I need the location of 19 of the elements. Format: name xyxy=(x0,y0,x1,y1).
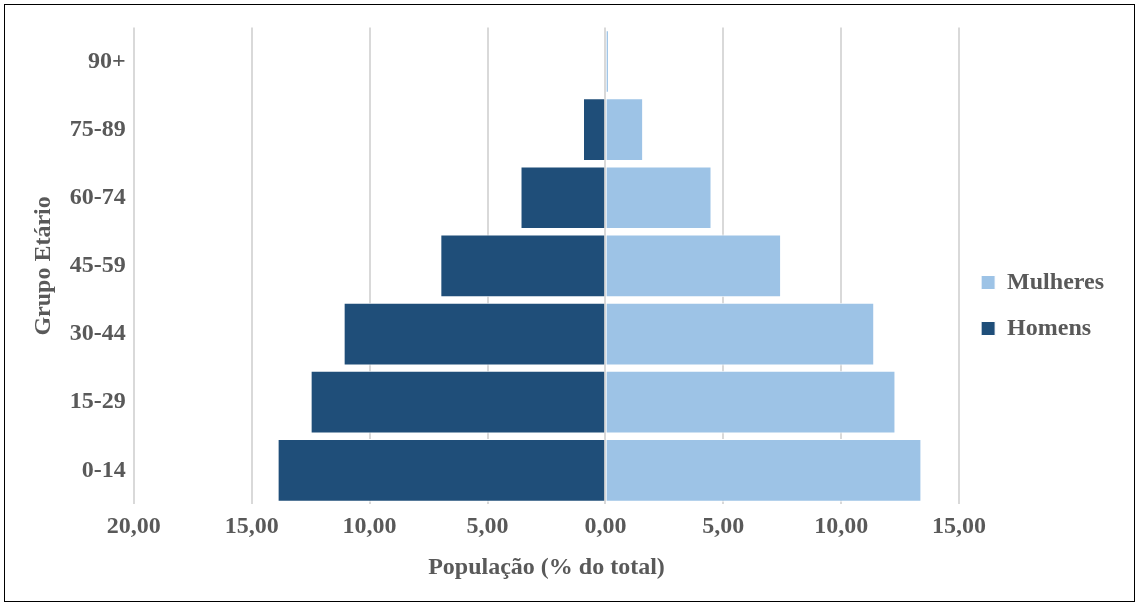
y-tick-label: 15-29 xyxy=(69,387,126,414)
x-tick-label: 15,00 xyxy=(224,512,279,538)
y-tick-label: 60-74 xyxy=(69,182,126,209)
x-tick-label: 5,00 xyxy=(466,512,509,538)
x-tick-label: 5,00 xyxy=(702,512,745,538)
y-tick-label: 0-14 xyxy=(81,455,126,482)
y-tick-label: 45-59 xyxy=(69,251,126,278)
y-tick-label: 75-89 xyxy=(69,114,126,141)
x-tick-label: 10,00 xyxy=(814,512,869,538)
x-tick-label: 0,00 xyxy=(584,512,627,538)
y-axis-title: Grupo Etário xyxy=(28,196,55,336)
x-tick-label: 10,00 xyxy=(342,512,397,538)
y-tick-label: 90+ xyxy=(88,46,126,73)
legend-label: Homens xyxy=(1007,313,1092,340)
y-tick-label: 30-44 xyxy=(69,319,126,346)
x-tick-label: 15,00 xyxy=(932,512,987,538)
legend-label: Mulheres xyxy=(1007,267,1105,294)
x-tick-label: 20,00 xyxy=(106,512,161,538)
x-axis-title: População (% do total) xyxy=(428,552,665,579)
